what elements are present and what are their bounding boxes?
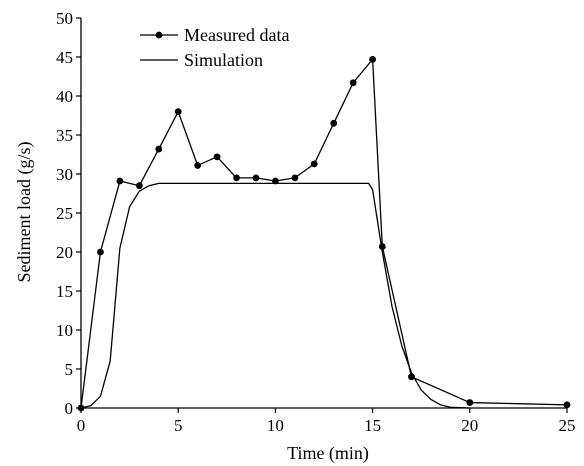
data-point-measured-data bbox=[349, 79, 357, 87]
markers bbox=[77, 55, 571, 412]
data-point-measured-data bbox=[369, 55, 376, 63]
legend-label-simulation: Simulation bbox=[184, 50, 263, 70]
y-tick-label: 5 bbox=[65, 360, 74, 379]
legend-entry-measured: Measured data bbox=[140, 25, 289, 45]
legend-marker-measured bbox=[155, 31, 163, 39]
x-axis-title: Time (min) bbox=[287, 443, 369, 464]
data-point-measured-data bbox=[97, 248, 104, 256]
ticks: 0 5 10 15 20 25 30 35 40 45 50 0 5 10 15 20 25 bbox=[56, 9, 576, 435]
data-point-measured-data bbox=[155, 145, 163, 153]
y-tick-label: 40 bbox=[56, 87, 73, 106]
data-point-measured-data bbox=[174, 108, 182, 115]
data-point-measured-data bbox=[135, 182, 143, 190]
x-tick-label: 20 bbox=[461, 416, 478, 435]
y-tick-label: 50 bbox=[56, 9, 73, 28]
y-tick-label: 10 bbox=[56, 321, 73, 340]
data-point-measured-data bbox=[116, 177, 124, 185]
y-axis-title: Sediment load (g/s) bbox=[14, 142, 35, 283]
data-point-measured-data bbox=[378, 243, 386, 250]
legend-entry-simulation: Simulation bbox=[140, 50, 263, 70]
series-line-simulation bbox=[80, 182, 470, 409]
plot-lines bbox=[80, 58, 568, 409]
x-tick-label: 0 bbox=[77, 416, 86, 435]
data-point-measured-data bbox=[272, 177, 279, 185]
y-tick-label: 0 bbox=[65, 399, 74, 418]
x-tick-label: 5 bbox=[174, 416, 183, 435]
legend-label-measured: Measured data bbox=[184, 25, 289, 45]
axes bbox=[80, 18, 567, 409]
data-point-measured-data bbox=[408, 373, 415, 381]
y-tick-label: 35 bbox=[56, 126, 73, 145]
x-tick-label: 25 bbox=[559, 416, 576, 435]
data-point-measured-data bbox=[213, 153, 221, 161]
data-point-measured-data bbox=[77, 404, 85, 412]
data-point-measured-data bbox=[563, 401, 571, 409]
y-tick-label: 30 bbox=[56, 165, 73, 184]
y-tick-label: 25 bbox=[56, 204, 73, 223]
y-tick-label: 15 bbox=[56, 282, 73, 301]
data-point-measured-data bbox=[466, 399, 474, 406]
y-tick-label: 45 bbox=[56, 48, 73, 67]
series-line-measured-data bbox=[80, 58, 568, 409]
x-tick-label: 10 bbox=[267, 416, 284, 435]
data-point-measured-data bbox=[330, 119, 338, 127]
data-point-measured-data bbox=[233, 174, 240, 182]
legend: Measured data Simulation bbox=[140, 25, 289, 70]
data-point-measured-data bbox=[310, 160, 318, 168]
y-tick-label: 20 bbox=[56, 243, 73, 262]
data-point-measured-data bbox=[194, 162, 202, 169]
data-point-measured-data bbox=[252, 174, 260, 182]
data-point-measured-data bbox=[291, 174, 299, 182]
x-tick-label: 15 bbox=[364, 416, 381, 435]
